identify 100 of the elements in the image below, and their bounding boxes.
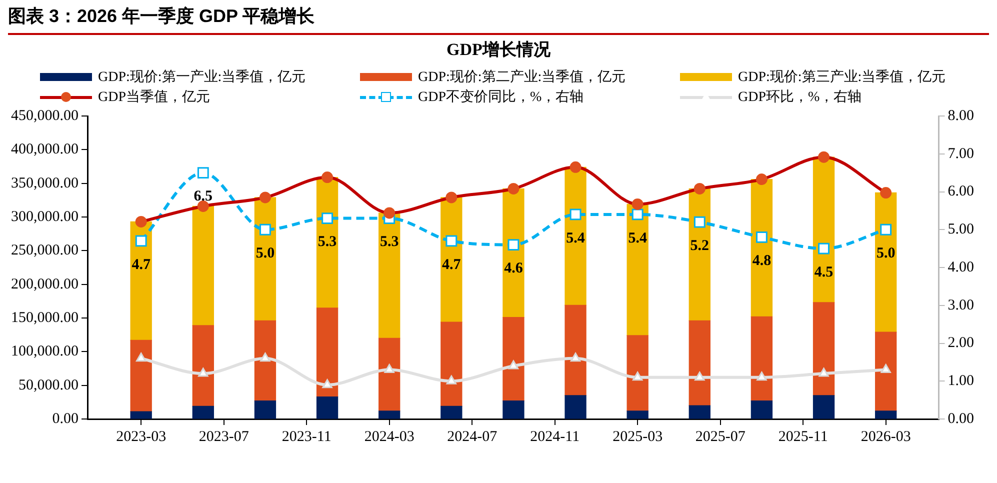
y2-tick-label: 4.00 [948, 259, 974, 276]
point [322, 212, 333, 224]
bar [378, 410, 400, 419]
point [508, 360, 519, 370]
bar [440, 322, 462, 407]
bar [316, 396, 338, 419]
y2-tick-label: 0.00 [948, 410, 974, 427]
point [198, 368, 208, 377]
bar [254, 197, 276, 322]
bar [688, 320, 710, 406]
bar [254, 400, 276, 419]
bar [626, 204, 648, 336]
x-tick-label: 2025-07 [695, 428, 746, 445]
x-tick-label: 2026-03 [860, 428, 911, 445]
legend-label: GDP:现价:第一产业:当季值，亿元 [98, 68, 306, 86]
x-tick-label: 2024-07 [447, 428, 498, 445]
bar [626, 335, 648, 412]
bar [502, 316, 524, 402]
point [756, 372, 767, 381]
bar [316, 176, 338, 308]
bar [688, 188, 710, 322]
point [632, 372, 643, 381]
bar [812, 395, 835, 419]
data-label: 4.6 [504, 260, 524, 277]
bar [130, 411, 152, 419]
y2-tick-label: 8.00 [948, 108, 974, 124]
x-tick-label: 2024-03 [364, 428, 414, 445]
point [694, 216, 706, 228]
point [632, 208, 644, 220]
y-tick-label: 300,000.00 [11, 208, 78, 225]
bar [192, 325, 214, 407]
data-label: 5.4 [628, 230, 648, 246]
y-tick-label: 100,000.00 [11, 344, 78, 360]
point [756, 232, 768, 243]
point [197, 167, 209, 179]
data-label: 5.0 [876, 246, 896, 262]
data-label: 4.5 [814, 264, 834, 280]
y2-tick-label: 1.00 [948, 373, 974, 390]
bar [192, 406, 214, 419]
y2-tick-label: 2.00 [948, 335, 974, 352]
y-tick-label: 400,000.00 [11, 142, 78, 158]
legend-label: GDP不变价同比，%，右轴 [418, 88, 584, 106]
y-tick-label: 200,000.00 [11, 276, 78, 292]
bar [750, 178, 773, 317]
y-tick-label: 250,000.00 [11, 242, 78, 259]
bar [254, 320, 276, 402]
point [818, 242, 830, 254]
bar [564, 166, 586, 306]
data-label: 4.7 [132, 256, 151, 273]
bar [564, 304, 586, 396]
bar [875, 332, 897, 412]
bar [812, 302, 835, 396]
data-label: 6.5 [194, 188, 213, 205]
y-tick-label: 50,000.00 [18, 377, 78, 394]
point [446, 235, 458, 247]
legend-label: GDP当季值，亿元 [98, 88, 210, 106]
y2-tick-label: 6.00 [948, 184, 974, 200]
bar [316, 308, 338, 398]
bar [440, 197, 462, 322]
point [694, 372, 705, 381]
chart-subtitle: GDP增长情况 [446, 39, 552, 61]
point [260, 224, 271, 236]
chart-title: 图表 3：2026 年一季度 GDP 平稳增长 [8, 4, 989, 35]
point [570, 208, 582, 220]
y2-tick-label: 3.00 [948, 297, 974, 314]
bar [812, 156, 835, 303]
bar [440, 406, 462, 419]
data-label: 5.4 [566, 230, 586, 246]
legend-label: GDP:现价:第三产业:当季值，亿元 [738, 68, 946, 86]
point [322, 379, 332, 388]
bar [378, 212, 400, 339]
bar [564, 395, 586, 419]
bar [502, 188, 524, 318]
bar [626, 410, 648, 419]
point [136, 352, 146, 362]
point [508, 239, 520, 250]
y-tick-label: 450,000.00 [11, 108, 78, 124]
point [570, 352, 581, 362]
data-label: 5.3 [380, 234, 399, 250]
bar [130, 221, 152, 341]
bar [502, 400, 524, 419]
x-tick-label: 2023-03 [116, 428, 166, 445]
bar [750, 316, 773, 402]
legend-label: GDP环比，%，右轴 [738, 88, 862, 106]
bar [875, 410, 897, 419]
point [260, 352, 270, 362]
y-tick-label: 350,000.00 [11, 175, 78, 192]
x-tick-label: 2023-07 [198, 428, 250, 445]
bar [875, 192, 897, 332]
point [135, 235, 147, 247]
data-label: 4.8 [752, 253, 772, 270]
bar [130, 340, 152, 412]
x-tick-label: 2025-03 [612, 428, 663, 445]
data-label: 5.2 [690, 238, 710, 254]
legend-label: GDP:现价:第二产业:当季值，亿元 [418, 68, 626, 86]
x-tick-label: 2024-11 [530, 428, 580, 445]
y-tick-label: 0.00 [52, 410, 78, 427]
point [880, 364, 891, 374]
data-label: 5.3 [318, 234, 337, 250]
point [880, 224, 892, 236]
